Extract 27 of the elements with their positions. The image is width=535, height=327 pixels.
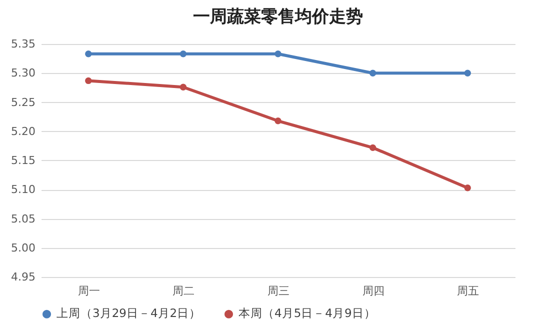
point: [369, 144, 376, 152]
x-tick-label: 周四: [362, 284, 384, 298]
point: [369, 70, 376, 76]
y-tick-label: 5.35: [11, 38, 36, 50]
legend-label: 上周（3月29日－4月2日）: [56, 306, 202, 320]
x-tick-label: 周五: [457, 284, 480, 298]
point: [274, 50, 282, 58]
point: [180, 84, 187, 90]
y-tick-label: 5.10: [11, 183, 36, 196]
point: [464, 70, 471, 76]
y-tick-label: 5.30: [11, 66, 36, 80]
legend-label: 本周（4月5日－4月9日）: [238, 306, 376, 320]
chart-title: 一周蔬菜零售均价走势: [193, 7, 363, 27]
x-tick-label: 周一: [78, 284, 100, 298]
y-tick-label: 4.95: [11, 270, 36, 284]
point: [85, 50, 92, 58]
point: [274, 118, 282, 124]
y-tick-label: 5.20: [11, 124, 36, 138]
point: [464, 184, 471, 192]
x-tick-label: 周三: [268, 284, 290, 298]
point: [85, 77, 92, 84]
y-tick-label: 5.15: [11, 154, 36, 167]
y-tick-label: 5.25: [11, 96, 36, 109]
point: [180, 50, 187, 58]
x-tick-label: 周二: [172, 284, 195, 298]
y-tick-label: 5.05: [11, 212, 36, 226]
y-tick-label: 5.00: [11, 241, 36, 254]
